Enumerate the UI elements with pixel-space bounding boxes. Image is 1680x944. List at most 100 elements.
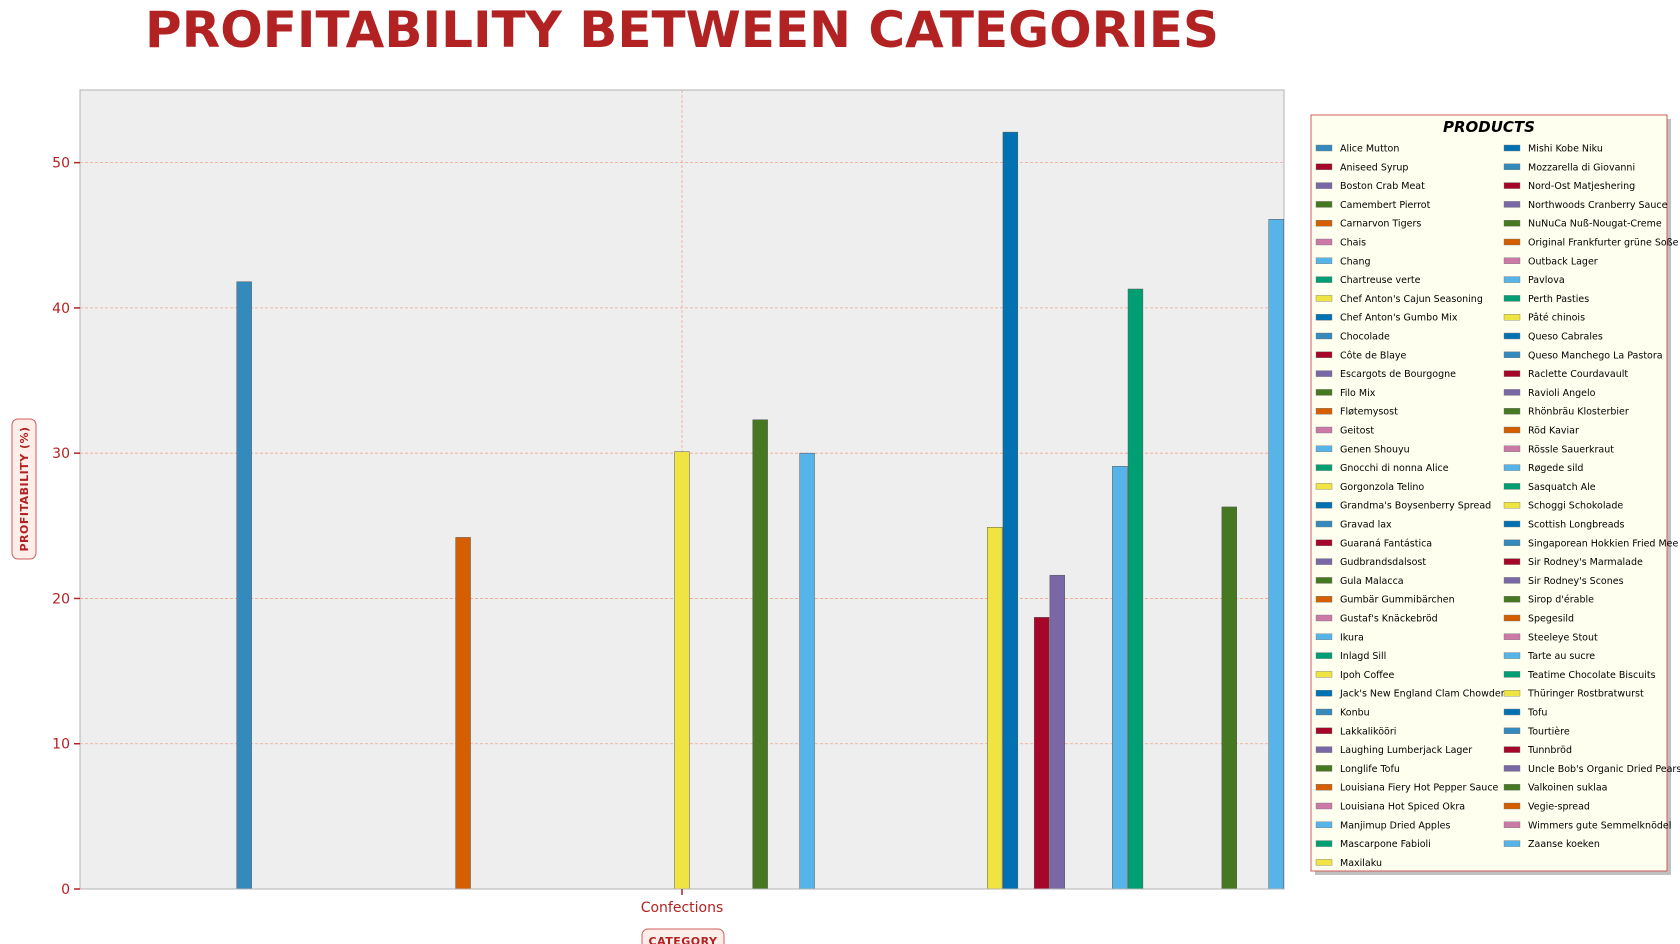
legend-swatch — [1315, 276, 1333, 283]
legend-label: Maxilaku — [1340, 858, 1382, 869]
legend-swatch — [1315, 370, 1333, 377]
legend-entry-nord-ost-matjeshering: Nord-Ost Matjeshering — [1503, 181, 1635, 192]
legend-swatch — [1503, 163, 1521, 171]
legend-label: Grandma's Boysenberry Spread — [1340, 501, 1491, 512]
legend-label: Rössle Sauerkraut — [1528, 444, 1614, 455]
legend-entry-zaanse-koeken: Zaanse koeken — [1503, 839, 1600, 850]
x-axis-label-box — [641, 928, 725, 944]
legend-label: Chef Anton's Cajun Seasoning — [1340, 294, 1483, 305]
legend-label: Pavlova — [1528, 275, 1565, 286]
legend-swatch — [1503, 802, 1521, 810]
legend-swatch — [1315, 558, 1333, 565]
legend-label: Raclette Courdavault — [1528, 369, 1628, 380]
y-tick-label: 20 — [52, 591, 70, 607]
legend-entry-thuringer-rostbratwurst: Thüringer Rostbratwurst — [1503, 689, 1644, 700]
x-axis-label: CATEGORY — [641, 928, 725, 944]
legend-entry-boston-crab-meat: Boston Crab Meat — [1315, 181, 1425, 192]
legend-swatch — [1315, 633, 1333, 640]
legend-label: Escargots de Bourgogne — [1340, 369, 1456, 380]
legend-entry-gudbrandsdalsost: Gudbrandsdalsost — [1315, 557, 1426, 568]
legend-label: Fløtemysost — [1340, 407, 1398, 418]
legend-swatch — [1503, 558, 1521, 565]
legend-title: PRODUCTS — [1443, 118, 1535, 136]
legend-swatch — [1315, 577, 1333, 584]
legend-entry-raclette-courdavault: Raclette Courdavault — [1503, 369, 1628, 380]
x-axis-label-text: CATEGORY — [649, 935, 718, 944]
legend-entry-jack-s-new-england-clam-chowder: Jack's New England Clam Chowder — [1315, 689, 1505, 700]
legend-label: Gustaf's Knäckebröd — [1340, 614, 1438, 625]
legend-entry-gula-malacca: Gula Malacca — [1315, 576, 1404, 587]
legend-label: Côte de Blaye — [1340, 350, 1407, 361]
legend-label: Outback Lager — [1528, 256, 1598, 267]
y-tick-label: 0 — [61, 882, 70, 898]
x-tick-label: Confections — [641, 900, 724, 916]
legend-entry-vegie-spread: Vegie-spread — [1503, 802, 1590, 813]
legend-swatch — [1503, 765, 1521, 772]
legend-swatch — [1315, 614, 1333, 622]
legend-label: Wimmers gute Semmelknödel — [1528, 820, 1671, 831]
legend-label: Scottish Longbreads — [1528, 520, 1625, 531]
legend-label: Tunnbröd — [1527, 745, 1572, 756]
legend-entry-laughing-lumberjack-lager: Laughing Lumberjack Lager — [1315, 745, 1472, 756]
legend-label: Sasquatch Ale — [1528, 482, 1596, 493]
legend-entry-louisiana-hot-spiced-okra: Louisiana Hot Spiced Okra — [1315, 802, 1465, 813]
legend-entry-rhonbrau-klosterbier: Rhönbräu Klosterbier — [1503, 407, 1629, 418]
legend-swatch — [1315, 859, 1333, 866]
legend-entry-chartreuse-verte: Chartreuse verte — [1315, 275, 1421, 286]
legend-entry-tunnbrod: Tunnbröd — [1503, 745, 1572, 756]
legend-entry-sirop-d-erable: Sirop d'érable — [1503, 595, 1594, 606]
legend-swatch — [1503, 577, 1521, 584]
legend-label: Røgede sild — [1528, 463, 1583, 474]
y-axis-label: PROFITABILITY (%) — [11, 418, 37, 560]
legend-label: Ravioli Angelo — [1528, 388, 1596, 399]
legend-label: Ikura — [1340, 632, 1364, 643]
bar-sir-rodney-s-marmalade — [1033, 617, 1050, 890]
legend-swatch — [1315, 426, 1333, 434]
legend-swatch — [1315, 351, 1333, 358]
legend-swatch — [1503, 219, 1521, 227]
legend-label: Sirop d'érable — [1528, 595, 1594, 606]
legend-swatch — [1503, 690, 1521, 697]
legend-label: Pâté chinois — [1528, 313, 1585, 324]
bar-sir-rodney-s-scones — [1049, 574, 1065, 890]
legend-entry-filo-mix: Filo Mix — [1315, 388, 1376, 399]
legend-label: Sir Rodney's Scones — [1528, 576, 1624, 587]
legend-entry-nunuca-nu-nougat-creme: NuNuCa Nuß-Nougat-Creme — [1503, 219, 1662, 230]
legend-entry-chef-anton-s-gumbo-mix: Chef Anton's Gumbo Mix — [1315, 313, 1458, 324]
legend-label: Louisiana Hot Spiced Okra — [1340, 802, 1465, 813]
legend-label: Original Frankfurter grüne Soße — [1528, 238, 1679, 249]
legend-label: Chang — [1340, 256, 1371, 267]
legend-swatch — [1503, 351, 1521, 358]
legend-entry-queso-cabrales: Queso Cabrales — [1503, 332, 1603, 343]
legend-entry-r-gede-sild: Røgede sild — [1503, 463, 1583, 474]
legend-entry-perth-pasties: Perth Pasties — [1503, 294, 1589, 305]
legend-label: Jack's New England Clam Chowder — [1339, 689, 1505, 700]
legend-entry-scottish-longbreads: Scottish Longbreads — [1503, 520, 1625, 531]
legend-label: Geitost — [1340, 426, 1374, 437]
legend-entry-mishi-kobe-niku: Mishi Kobe Niku — [1503, 144, 1603, 155]
legend-entry-sir-rodney-s-scones: Sir Rodney's Scones — [1503, 576, 1624, 587]
legend-swatch — [1315, 483, 1333, 490]
legend-swatch — [1315, 144, 1333, 152]
legend-swatch — [1503, 144, 1521, 152]
legend-entry-geitost: Geitost — [1315, 426, 1374, 437]
legend-entry-camembert-pierrot: Camembert Pierrot — [1315, 200, 1431, 211]
bar-pavlova — [799, 452, 815, 890]
legend-swatch — [1503, 614, 1521, 622]
legend-label: Longlife Tofu — [1340, 764, 1400, 775]
legend-label: Camembert Pierrot — [1340, 200, 1431, 211]
legend-swatch — [1503, 426, 1521, 434]
legend-swatch — [1315, 201, 1333, 208]
legend-label: Guaraná Fantástica — [1340, 538, 1432, 549]
legend-label: Carnarvon Tigers — [1340, 219, 1421, 230]
legend-label: Mozzarella di Giovanni — [1528, 162, 1635, 173]
legend-label: Gorgonzola Telino — [1340, 482, 1424, 493]
legend-swatch — [1315, 219, 1333, 227]
legend-entry-rossle-sauerkraut: Rössle Sauerkraut — [1503, 444, 1614, 455]
legend-label: Northwoods Cranberry Sauce — [1528, 200, 1668, 211]
legend-swatch — [1503, 671, 1521, 678]
legend-swatch — [1503, 332, 1521, 340]
legend-label: Ipoh Coffee — [1340, 670, 1395, 681]
legend-swatch — [1315, 314, 1333, 321]
legend-label: Chef Anton's Gumbo Mix — [1340, 313, 1458, 324]
